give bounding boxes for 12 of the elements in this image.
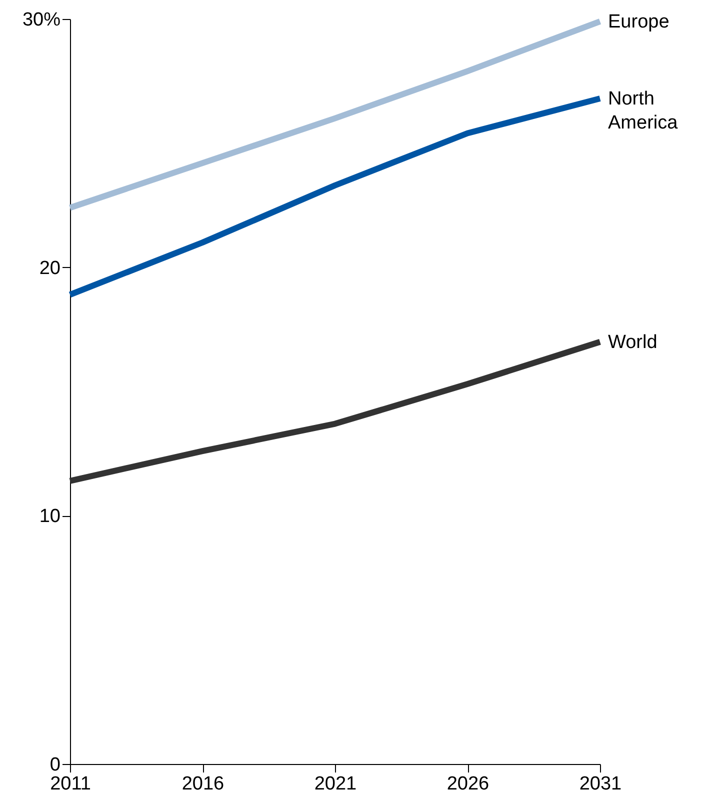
- series-label: World: [608, 332, 658, 353]
- series-label: North America: [608, 88, 678, 134]
- y-tick-label: 20: [39, 258, 60, 279]
- y-tick-label: 30%: [22, 10, 61, 30]
- x-tick-label: 2021: [314, 774, 357, 794]
- x-tick-label: 2026: [446, 774, 490, 794]
- y-tick-label: 10: [39, 506, 60, 528]
- y-tick-label: 0: [50, 754, 60, 776]
- series-label: Europe: [608, 11, 670, 32]
- x-tick-label: 2031: [579, 774, 622, 794]
- x-tick-label: 2016: [182, 774, 224, 794]
- x-tick-label: 2011: [50, 774, 91, 794]
